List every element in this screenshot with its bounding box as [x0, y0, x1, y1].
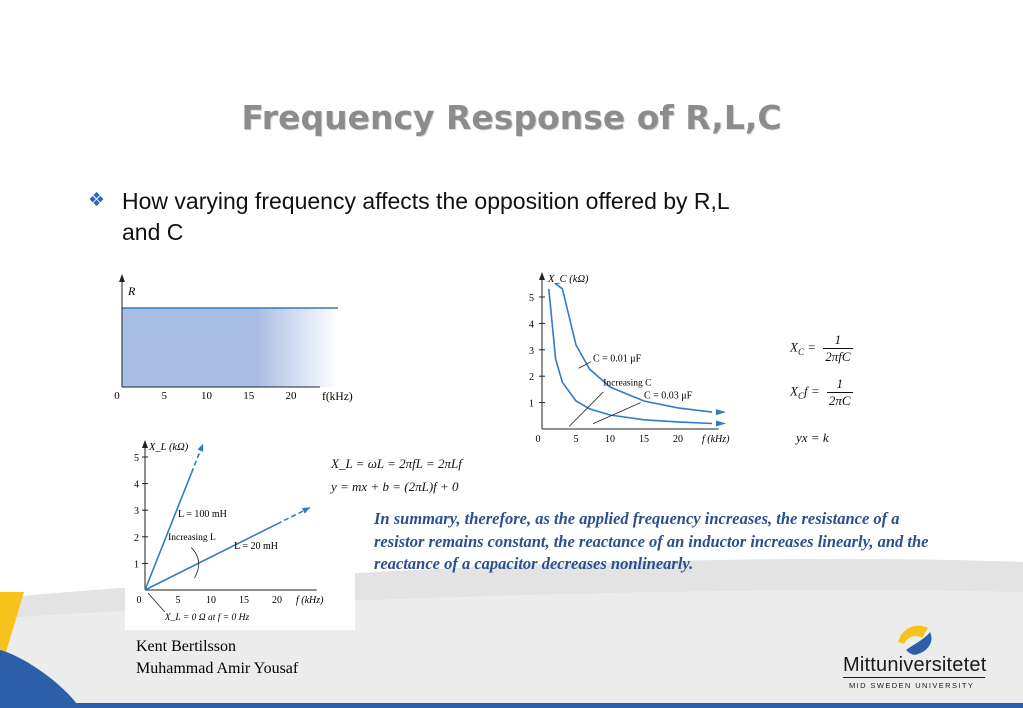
series-arrow-1 [716, 409, 726, 416]
y-axis-label: X_C (kΩ) [547, 274, 589, 285]
x-axis-label: f (kHz) [296, 595, 324, 606]
resistance-chart: R 0 5 10 15 20 f(kHz) [114, 274, 353, 403]
annotation-l2: L = 20 mH [234, 541, 278, 552]
diamond-bullet-icon: ❖ [88, 190, 106, 211]
y-tick-label: 2 [134, 533, 139, 544]
x-tick-label: 20 [673, 434, 683, 445]
x-tick-label: 5 [574, 434, 579, 445]
y-axis-label: X_L (kΩ) [148, 442, 189, 453]
x-tick-label: 15 [239, 595, 249, 606]
y-axis-arrow [539, 272, 545, 280]
capacitive-reactance-chart: X_C (kΩ) 1 2 3 4 5 0 5 10 15 20 f (kHz) C = 0.01 μF I… [529, 272, 730, 445]
author-1: Kent Bertilsson [136, 638, 236, 655]
x-tick-label: 5 [162, 390, 168, 402]
annotation-c1: C = 0.01 μF [593, 354, 642, 365]
inductive-reactance-chart: X_L (kΩ) 1 2 3 4 5 0 5 10 15 20 f (kHz) L = 100 mH In… [125, 436, 355, 630]
xc-formula-3: yx = k [796, 430, 829, 445]
x-axis-label: f (kHz) [702, 434, 730, 445]
xc1-lhs: X [790, 339, 798, 355]
annotation-c2: C = 0.03 μF [644, 391, 693, 402]
xc2-sub: C [797, 391, 804, 402]
y-tick-label: 2 [529, 372, 534, 383]
xc1-eq: = [803, 339, 816, 355]
xc-formula-1: XC = 1 2πfC [790, 332, 853, 365]
authors: Kent Bertilsson Muhammad Amir Yousaf [136, 636, 298, 680]
series-arrow-2 [716, 420, 726, 427]
series-line-1 [144, 472, 193, 591]
y-tick-label: 5 [529, 293, 534, 304]
xc2-num: 1 [826, 376, 853, 393]
bullet-point: ❖ How varying frequency affects the oppo… [88, 186, 748, 248]
annotation-increasing-arrow [568, 391, 604, 427]
y-axis-arrow [119, 274, 125, 282]
x-tick-label: 5 [176, 595, 181, 606]
xc1-den: 2πfC [825, 349, 851, 364]
x-tick-label: 15 [639, 434, 649, 445]
series-arrow-2 [302, 507, 310, 514]
annotation-c1-pointer [578, 361, 592, 369]
bullet-text: How varying frequency affects the opposi… [122, 188, 729, 245]
university-logo-icon [898, 625, 932, 655]
slide-title: Frequency Response of R,L,C [241, 98, 782, 137]
xc1-num: 1 [823, 332, 853, 349]
xl-formula-1: X_L = ωL = 2πfL = 2πLf [331, 456, 462, 471]
xc2-lhs: X [790, 383, 798, 399]
y-tick-label: 1 [134, 559, 139, 570]
xl-formula-2: y = mx + b = (2πL)f + 0 [331, 479, 459, 494]
x-tick-label: 0 [114, 390, 120, 402]
logo-name: Mittuniversitetet [843, 654, 987, 676]
x-tick-label: 0 [137, 595, 142, 606]
annotation-zero-pointer [147, 592, 166, 613]
annotation-c2-pointer [592, 402, 641, 425]
annotation-l1: L = 100 mH [178, 509, 227, 520]
summary-text: In summary, therefore, as the applied fr… [374, 509, 929, 573]
logo-subtitle: MID SWEDEN UNIVERSITY [849, 681, 975, 690]
xc2-mid: f = [803, 383, 820, 399]
annotation-increasing: Increasing L [168, 533, 216, 543]
y-tick-label: 4 [134, 480, 139, 491]
series-curve-1 [555, 283, 713, 413]
x-tick-label: 10 [201, 390, 213, 402]
y-tick-label: 4 [529, 319, 534, 330]
y-tick-label: 3 [134, 506, 139, 517]
resistance-area [122, 308, 338, 387]
annotation-increasing-arrow [190, 547, 200, 579]
annotation-zero: X_L = 0 Ω at f = 0 Hz [164, 612, 250, 623]
series-dash-2 [276, 506, 311, 525]
x-axis-label: f(kHz) [322, 391, 353, 403]
annotation-increasing: Increasing C [603, 378, 651, 388]
author-2: Muhammad Amir Yousaf [136, 660, 299, 677]
x-tick-label: 15 [243, 390, 255, 402]
y-axis-label: R [127, 284, 136, 298]
y-tick-label: 1 [529, 399, 534, 410]
x-tick-label: 0 [536, 434, 541, 445]
x-tick-label: 10 [605, 434, 615, 445]
xc1-sub: C [797, 347, 804, 358]
y-tick-label: 3 [529, 346, 534, 357]
x-tick-label: 20 [286, 390, 298, 402]
logo-divider [843, 677, 985, 678]
xc2-den: 2πC [828, 393, 851, 408]
x-tick-label: 10 [206, 595, 216, 606]
series-curve-2 [548, 288, 713, 425]
xc-formula-2: XCf = 1 2πC [790, 376, 853, 409]
series-line-2 [144, 523, 278, 591]
series-arrow-1 [197, 443, 204, 452]
x-tick-label: 20 [272, 595, 282, 606]
y-axis-arrow [142, 440, 148, 448]
y-tick-label: 5 [134, 453, 139, 464]
